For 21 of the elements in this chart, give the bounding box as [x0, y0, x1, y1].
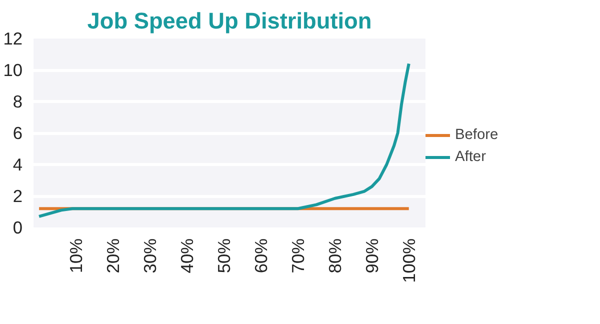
legend-label: After — [455, 149, 486, 165]
y-tick-label: 4 — [12, 154, 23, 174]
x-tick-label: 10% — [66, 238, 86, 274]
line-series — [38, 62, 410, 218]
legend-label: Before — [455, 127, 498, 143]
y-tick-label: 12 — [3, 28, 23, 48]
x-tick-label: 90% — [362, 238, 382, 274]
y-tick-label: 0 — [12, 218, 23, 238]
x-tick-label: 50% — [214, 238, 234, 274]
x-tick-label: 80% — [324, 238, 345, 274]
y-tick-label: 2 — [12, 186, 23, 206]
y-tick-label: 10 — [3, 60, 23, 80]
x-tick-label: 60% — [250, 238, 271, 274]
x-tick-label: 20% — [103, 238, 124, 274]
y-tick-label: 6 — [12, 123, 23, 143]
x-tick-label: 70% — [288, 238, 308, 274]
x-tick-label: 100% — [398, 238, 419, 283]
x-tick-label: 30% — [140, 238, 160, 274]
y-tick-label: 8 — [12, 92, 23, 112]
x-tick-label: 40% — [176, 238, 197, 274]
chart-title: Job Speed Up Distribution — [87, 8, 372, 34]
